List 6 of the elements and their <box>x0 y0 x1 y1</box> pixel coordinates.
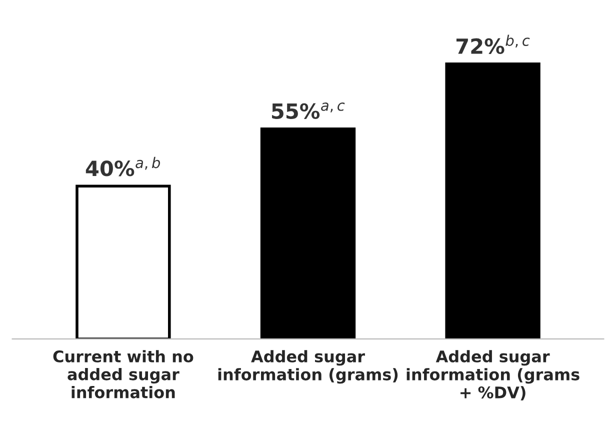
data-label: 55%$^{a,c}$ <box>272 102 345 119</box>
x-tick-label: Added sugar information (grams) <box>218 350 398 384</box>
x-tick-label: Added sugar information (grams + %DV) <box>406 350 580 400</box>
x-tick-label: Current with no added sugar information <box>53 350 194 398</box>
data-label: 72%$^{b,c}$ <box>456 34 530 54</box>
data-label: 40%$^{a,b}$ <box>86 156 160 176</box>
